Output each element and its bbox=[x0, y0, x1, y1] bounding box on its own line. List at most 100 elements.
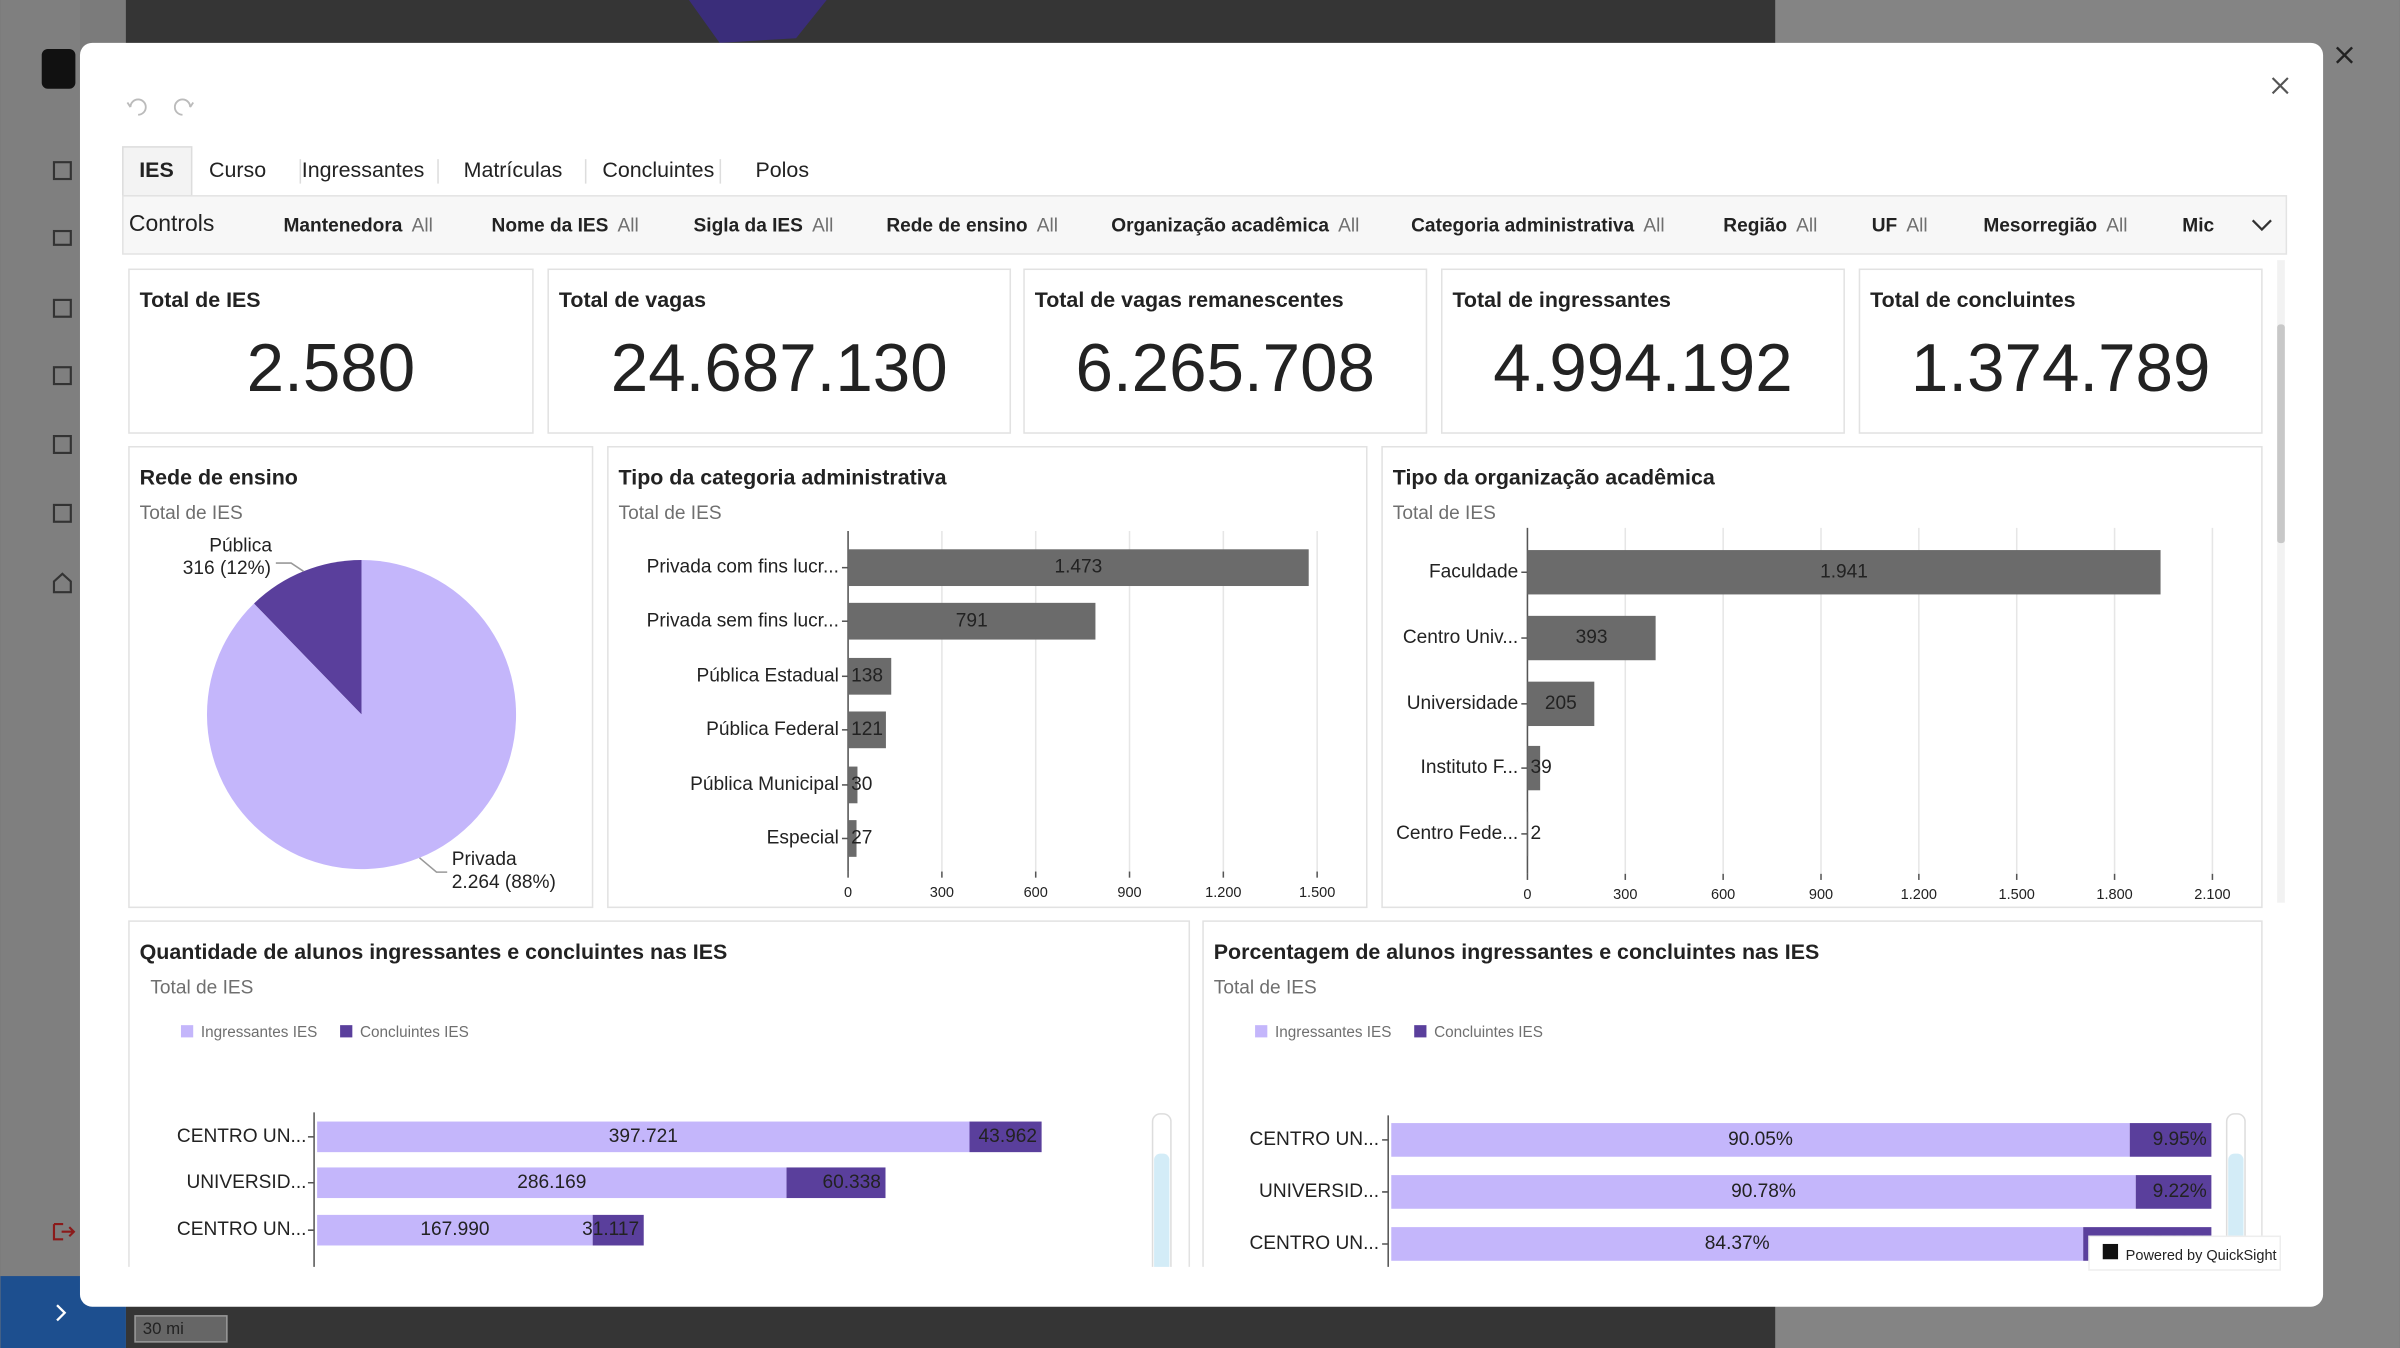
redo[interactable] bbox=[173, 98, 194, 116]
y-tick-label: Centro Fede... bbox=[1396, 823, 1518, 844]
x-tick-label: 600 bbox=[1024, 885, 1048, 901]
tab[interactable]: Matrículas bbox=[464, 158, 563, 182]
tab[interactable]: Ingressantes bbox=[302, 158, 425, 182]
tab[interactable]: Polos bbox=[756, 158, 810, 182]
expand-controls[interactable] bbox=[2251, 219, 2272, 232]
close-button[interactable] bbox=[2271, 77, 2289, 95]
x-tick-label: 300 bbox=[930, 885, 954, 901]
legend-swatch bbox=[180, 1025, 194, 1038]
value-label: 30 bbox=[851, 774, 872, 795]
bar bbox=[848, 602, 1096, 640]
panel bbox=[128, 920, 1191, 1267]
tab[interactable]: Curso bbox=[209, 158, 266, 182]
filter-name[interactable]: Organização acadêmica bbox=[1111, 215, 1329, 236]
icon[interactable] bbox=[52, 435, 72, 454]
value-label: 39 bbox=[1530, 757, 1551, 778]
legend-swatch bbox=[1255, 1025, 1268, 1038]
bar-segment bbox=[1391, 1227, 2084, 1261]
filter-name[interactable]: Sigla da IES bbox=[694, 215, 803, 236]
panel-title: Porcentagem de alunos ingressantes e con… bbox=[1214, 940, 1820, 964]
kpi-title: Total de vagas bbox=[559, 288, 706, 312]
y-tick-label: Pública Municipal bbox=[690, 774, 839, 795]
x-tick-label: 1.200 bbox=[1205, 885, 1241, 901]
scroll-thumb[interactable] bbox=[2277, 324, 2285, 544]
map-region bbox=[688, 0, 827, 43]
filter-value: All bbox=[812, 215, 833, 236]
logout-icon[interactable] bbox=[52, 1222, 76, 1241]
scale-box bbox=[134, 1315, 228, 1343]
filter-value: All bbox=[2106, 215, 2127, 236]
bar-segment bbox=[317, 1167, 787, 1199]
legend-label: Ingressantes IES bbox=[201, 1024, 318, 1041]
bar-segment bbox=[786, 1167, 886, 1199]
panel-subtitle: Total de IES bbox=[619, 503, 722, 524]
value-label: 791 bbox=[956, 610, 988, 631]
dashboard: Total de IES 2.580 Total de vagas 24.687.13… bbox=[128, 268, 2263, 1267]
icon[interactable] bbox=[52, 503, 72, 523]
badge-icon bbox=[2102, 1243, 2119, 1260]
bar-segment bbox=[1391, 1175, 2136, 1209]
value-label: 286.169 bbox=[517, 1172, 586, 1193]
logo bbox=[41, 48, 76, 89]
value-label: 27 bbox=[851, 828, 872, 849]
filter-name[interactable]: Mesorregião bbox=[1983, 215, 2097, 236]
icon[interactable] bbox=[52, 572, 72, 594]
active-tab bbox=[122, 146, 193, 197]
legend-label: Ingressantes IES bbox=[1275, 1024, 1392, 1041]
kpi-card bbox=[547, 268, 1012, 434]
tabs: IES Curso Ingressantes Matrículas Concluinte… bbox=[122, 146, 810, 197]
y-tick-label: UNIVERSID... bbox=[1259, 1181, 1379, 1202]
filter-name[interactable]: UF bbox=[1872, 215, 1897, 236]
badge bbox=[2088, 1235, 2282, 1271]
tab[interactable]: IES bbox=[139, 158, 174, 182]
bar-segment bbox=[592, 1214, 644, 1246]
kpi-value: 4.994.192 bbox=[1493, 331, 1792, 406]
value-label: 90.05% bbox=[1728, 1129, 1793, 1150]
icon[interactable] bbox=[52, 366, 72, 386]
value-label: 2 bbox=[1530, 823, 1541, 844]
value-label: 9.95% bbox=[2153, 1129, 2207, 1150]
bar bbox=[1527, 615, 1656, 661]
panel-title: Tipo da organização acadêmica bbox=[1393, 466, 1716, 490]
controls-bar bbox=[122, 195, 2288, 255]
filter-name[interactable]: Região bbox=[1723, 215, 1787, 236]
bar-segment bbox=[2129, 1123, 2212, 1157]
y-tick-label: Centro Univ... bbox=[1403, 627, 1518, 648]
undo[interactable] bbox=[126, 98, 147, 116]
y-tick-label: CENTRO UN... bbox=[177, 1219, 307, 1240]
kpi-value: 1.374.789 bbox=[1911, 331, 2210, 406]
filter-value: All bbox=[1643, 215, 1664, 236]
x-tick-label: 1.500 bbox=[1999, 887, 2035, 903]
x-tick-label: 900 bbox=[1809, 887, 1833, 903]
y-tick-label: Pública Estadual bbox=[697, 665, 839, 686]
y-tick-label: CENTRO UN... bbox=[1249, 1129, 1379, 1150]
icon[interactable] bbox=[52, 229, 72, 246]
pie-slice bbox=[206, 560, 517, 870]
filter-name[interactable]: Mic bbox=[2182, 215, 2214, 236]
y-tick-label: Especial bbox=[767, 828, 839, 849]
bar-segment bbox=[2135, 1175, 2212, 1209]
pie-value-label: 316 (12%) bbox=[183, 558, 271, 579]
x-tick-label: 600 bbox=[1711, 887, 1735, 903]
controls-title: Controls bbox=[129, 210, 214, 236]
kpi-title: Total de IES bbox=[140, 288, 261, 312]
bar-segment bbox=[317, 1214, 593, 1246]
x-tick-label: 900 bbox=[1117, 885, 1141, 901]
filter-name[interactable]: Mantenedora bbox=[283, 215, 402, 236]
icon[interactable] bbox=[52, 298, 72, 318]
filter-name[interactable]: Rede de ensino bbox=[886, 215, 1027, 236]
tab[interactable]: Concluintes bbox=[602, 158, 714, 182]
filter-name[interactable]: Nome da IES bbox=[492, 215, 609, 236]
kpi-title: Total de vagas remanescentes bbox=[1035, 288, 1344, 312]
icon[interactable] bbox=[52, 161, 72, 181]
badge-text: Powered by QuickSight bbox=[2126, 1248, 2277, 1264]
y-tick-label: Universidade bbox=[1407, 693, 1519, 714]
legend-label: Concluintes IES bbox=[360, 1024, 469, 1041]
filter-name[interactable]: Categoria administrativa bbox=[1411, 215, 1634, 236]
panel bbox=[607, 446, 1368, 909]
pie-slice bbox=[253, 560, 362, 715]
close-outer[interactable] bbox=[2335, 46, 2354, 64]
leader-line bbox=[275, 562, 304, 572]
x-tick-label: 0 bbox=[1523, 887, 1531, 903]
bar bbox=[848, 657, 892, 695]
